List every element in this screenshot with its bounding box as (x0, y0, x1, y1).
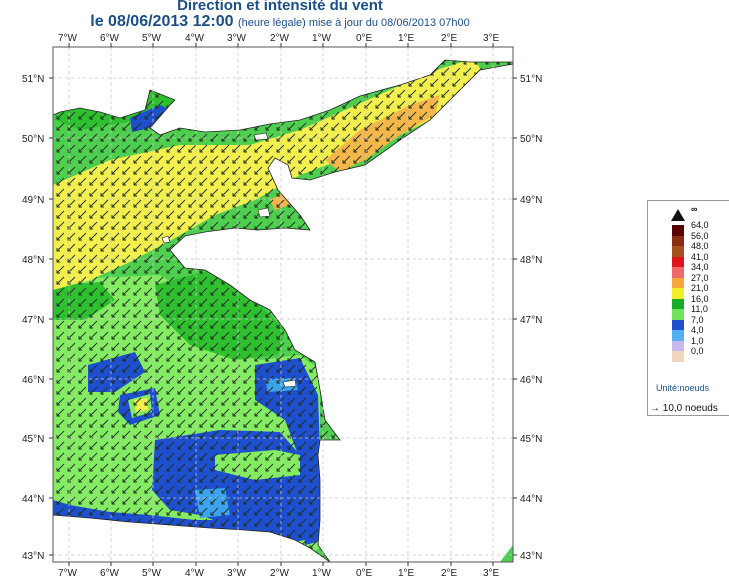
legend-unit: Unité:noeuds (656, 383, 710, 393)
lat-label-left: 43°N (22, 551, 44, 562)
lat-label-right: 49°N (520, 195, 542, 206)
map-title: Direction et intensité du vent (177, 0, 383, 14)
legend-value-label: 7,0 (691, 314, 704, 325)
lon-label-top: 5°W (142, 33, 162, 44)
lon-label-top: 3°E (483, 33, 500, 44)
legend-swatch (672, 288, 684, 299)
outer-frame (52, 46, 514, 563)
graticule (53, 47, 513, 562)
legend-swatch (672, 351, 684, 362)
lon-label-bottom: 7°W (58, 568, 78, 579)
land-france (169, 63, 513, 562)
lon-label-top: 4°W (185, 33, 205, 44)
lat-label-left: 50°N (22, 134, 44, 145)
legend-arrow-top-icon (671, 209, 685, 221)
legend-value-label: 34,0 (691, 262, 709, 272)
legend-swatch (672, 256, 684, 268)
lon-label-top: 7°W (58, 33, 78, 44)
legend-swatch (672, 267, 684, 278)
lat-label-right: 48°N (520, 255, 542, 266)
island-ile-de-re (282, 379, 297, 388)
legend-swatch (672, 225, 684, 236)
lon-label-bottom: 2°E (441, 568, 458, 579)
lon-label-top: 1°W (312, 33, 332, 44)
legend-value-label: 4,0 (691, 325, 704, 335)
lon-label-top: 2°E (441, 33, 458, 44)
lat-label-left: 48°N (22, 255, 44, 266)
legend-value-label: 0,0 (691, 346, 704, 356)
lat-label-left: 49°N (22, 195, 44, 206)
legend-swatch (672, 246, 684, 257)
legend-swatch (672, 298, 684, 310)
lat-label-right: 44°N (520, 494, 542, 505)
legend-infinity-label: ∞ (691, 204, 698, 214)
lon-label-bottom: 1°E (398, 568, 415, 579)
lon-label-top: 1°E (398, 33, 415, 44)
legend-value-label: 41,0 (691, 251, 709, 262)
lon-label-bottom: 1°W (312, 568, 332, 579)
lon-label-bottom: 2°W (270, 568, 290, 579)
med-corner (500, 545, 513, 562)
lat-label-right: 43°N (520, 551, 542, 562)
legend-value-label: 56,0 (691, 230, 709, 241)
legend-value-label: 11,0 (691, 304, 708, 314)
ticks (49, 43, 517, 566)
legend-swatch (672, 340, 684, 352)
lon-label-bottom: 3°E (483, 568, 500, 579)
lon-label-bottom: 3°W (227, 568, 247, 579)
legend-value-label: 48,0 (691, 241, 709, 251)
lat-label-right: 47°N (520, 315, 542, 326)
legend-arrow-reference: → 10,0 noeuds (650, 403, 718, 414)
lon-label-bottom: 5°W (142, 568, 162, 579)
lat-label-left: 51°N (22, 74, 44, 85)
lon-label-bottom: 6°W (100, 568, 120, 579)
legend-value-label: 64,0 (691, 220, 709, 230)
legend-swatch (672, 277, 684, 289)
lon-label-top: 2°W (270, 33, 290, 44)
lon-label-top: 0°E (356, 33, 373, 44)
legend-swatch (672, 330, 684, 341)
legend-value-label: 1,0 (691, 335, 704, 346)
lat-label-right: 51°N (520, 74, 542, 85)
date-line: le 08/06/2013 12:00 (90, 13, 234, 30)
legend-value-label: 16,0 (691, 293, 709, 304)
wind-speed-legend: ∞ 64,0 56,0 48,0 41,0 34,0 27,0 21,0 16,0 11,0 7,… (647, 200, 729, 416)
legend-swatch (672, 309, 684, 320)
legend-value-label: 27,0 (691, 272, 709, 283)
lat-label-left: 45°N (22, 434, 44, 445)
lat-label-right: 45°N (520, 434, 542, 445)
lon-label-top: 6°W (100, 33, 120, 44)
land-spain (53, 514, 331, 562)
land-england (53, 47, 513, 136)
legend-value-label: 21,0 (691, 283, 709, 293)
island-jersey (257, 207, 271, 218)
lon-label-bottom: 0°E (356, 568, 373, 579)
lon-label-top: 3°W (227, 33, 247, 44)
lat-label-left: 47°N (22, 315, 44, 326)
map-subtitle: le 08/06/2013 12:00 (heure légale) mise … (0, 13, 560, 31)
lat-label-left: 46°N (22, 375, 44, 386)
island-ushant (161, 235, 171, 244)
lat-label-right: 46°N (520, 375, 542, 386)
legend-swatch (672, 319, 684, 331)
legend-swatch (672, 235, 684, 247)
date-suffix: (heure légale) mise à jour du 08/06/2013… (237, 17, 470, 29)
lat-label-left: 44°N (22, 494, 44, 505)
lat-label-right: 50°N (520, 134, 542, 145)
lon-label-bottom: 4°W (185, 568, 205, 579)
